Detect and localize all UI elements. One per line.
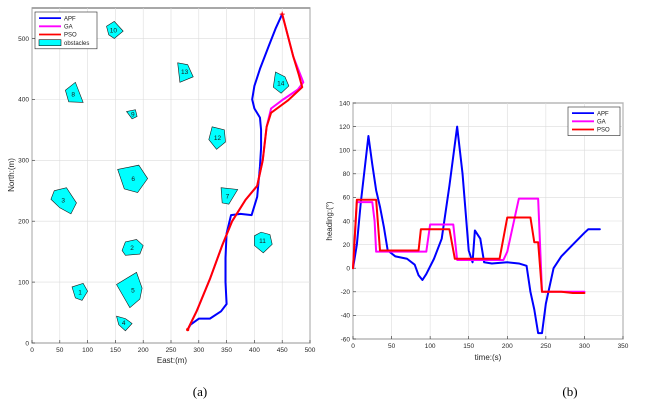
panel-b-heading: 0 50 100 150 200 250 300 350 -60 -40 -20 0 20 40 60 80 1… [325,100,629,399]
tick-label-x-a: 400 [249,347,260,354]
tick-label-y-b: -40 [341,313,351,320]
ticks-b: 0 50 100 150 200 250 300 350 -60 -40 -20 0 20 40 60 80 1… [339,100,629,350]
legend-label-ga-b: GA [597,120,606,126]
y-axis-label-a: North:(m) [7,158,16,192]
obstacle-label-10: 10 [110,28,118,35]
legend-label-pso-b: PSO [597,128,610,134]
tick-label-y-b: 0 [346,266,350,273]
tick-label-x-b: 50 [388,343,396,350]
obstacle-label-6: 6 [131,176,135,183]
tick-label-x-b: 150 [463,343,474,350]
tick-label-y-b: -60 [341,336,351,343]
panel-a-map: 0 50 100 150 200 250 300 350 400 450 500 0 100 200 300… [7,7,316,399]
tick-label-x-b: 200 [502,343,513,350]
obstacle-label-9: 9 [131,111,135,118]
obstacle-label-12: 12 [214,135,222,142]
tick-label-y-b: 80 [343,171,351,178]
tick-label-y-b: 140 [339,100,350,107]
obstacle-7 [220,187,239,205]
tick-label-y-b: 60 [343,195,351,202]
legend-b: APF GA PSO [567,106,621,136]
obstacle-12 [208,126,226,150]
x-axis-label-a: East:(m) [157,356,188,365]
obstacle-13 [177,62,194,83]
goal-marker [279,11,285,17]
tick-label-y-a: 300 [18,158,29,165]
tick-label-x-a: 450 [277,347,288,354]
x-axis-label-b: time:(s) [475,353,502,362]
obstacle-label-2: 2 [130,245,134,252]
caption-a: (a) [193,384,207,399]
tick-label-x-b: 300 [579,343,590,350]
tick-label-x-a: 200 [138,347,149,354]
tick-label-x-b: 0 [351,343,355,350]
grid-a [31,8,311,344]
obstacle-2 [121,239,144,256]
tick-label-x-b: 100 [425,343,436,350]
tick-label-y-b: -20 [341,289,351,296]
tick-label-y-a: 400 [18,97,29,104]
obstacle-label-8: 8 [71,91,75,98]
obstacle-label-7: 7 [226,193,230,200]
tick-label-y-a: 500 [18,36,29,43]
legend-swatch-obstacles [38,39,62,47]
caption-b: (b) [562,384,577,399]
legend-label-apf-a: APF [64,16,76,22]
tick-label-y-b: 100 [339,148,350,155]
tick-label-x-a: 500 [305,347,316,354]
tick-label-y-a: 0 [25,340,29,347]
obstacle-label-3: 3 [61,198,65,205]
tick-label-y-a: 100 [18,279,29,286]
tick-label-x-b: 350 [618,343,629,350]
legend-a: APF GA PSO obstacles [34,11,98,50]
obstacle-1 [71,282,88,301]
series-line-apf-a [186,13,284,331]
tick-label-y-b: 120 [339,124,350,131]
start-marker [186,328,190,332]
tick-label-x-a: 300 [193,347,204,354]
obstacle-10 [106,21,124,39]
obstacle-11 [254,231,273,254]
obstacle-label-14: 14 [277,80,285,87]
obstacle-label-4: 4 [122,320,126,327]
obstacle-8 [65,81,84,103]
tick-label-x-a: 50 [56,347,64,354]
obstacle-3 [50,187,77,215]
series-line-apf-b [352,125,601,335]
tick-label-x-a: 350 [221,347,232,354]
tick-label-y-b: 40 [343,218,351,225]
obstacle-4 [116,315,133,332]
obstacle-5 [116,271,143,309]
tick-label-y-b: 20 [343,242,351,249]
tick-label-x-a: 150 [110,347,121,354]
ticks-a: 0 50 100 150 200 250 300 350 400 450 500 0 100 200 300… [18,36,316,354]
series-line-pso-a [186,13,304,331]
tick-label-x-a: 100 [82,347,93,354]
tick-label-x-a: 250 [166,347,177,354]
y-axis-label-b: heading:(°) [325,201,334,241]
legend-label-apf-b: APF [597,111,609,117]
tick-label-y-a: 200 [18,218,29,225]
obstacle-label-5: 5 [131,288,135,295]
legend-label-pso-a: PSO [64,33,77,39]
obstacle-9 [125,109,138,120]
obstacle-label-1: 1 [78,289,82,296]
legend-label-obstacles-a: obstacles [64,41,89,47]
obstacle-6 [117,164,149,193]
series-b [352,125,601,335]
series-line-pso-b [352,198,586,294]
obstacle-label-13: 13 [181,69,189,76]
tick-label-x-b: 250 [540,343,551,350]
obstacle-14 [272,71,290,94]
legend-label-ga-a: GA [64,25,73,31]
obstacle-label-11: 11 [259,238,266,245]
tick-label-x-a: 0 [30,347,34,354]
paths-a [186,11,305,332]
